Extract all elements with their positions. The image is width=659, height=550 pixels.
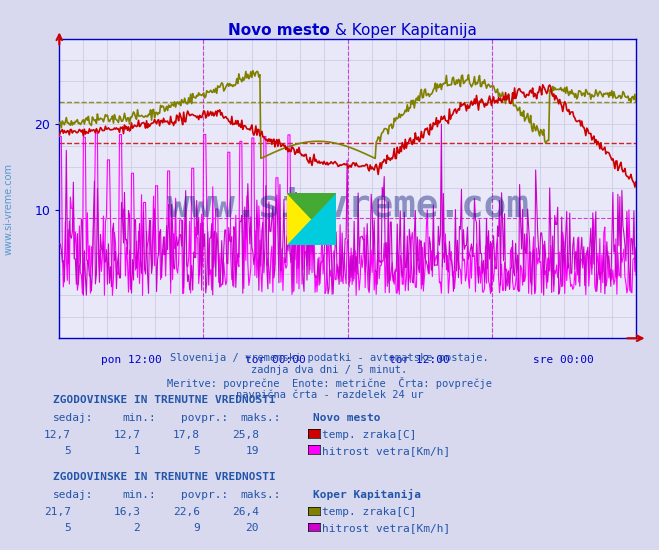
Text: 5: 5	[65, 446, 71, 456]
Text: hitrost vetra[Km/h]: hitrost vetra[Km/h]	[322, 446, 451, 456]
Text: pon 12:00: pon 12:00	[101, 355, 161, 365]
Text: temp. zraka[C]: temp. zraka[C]	[322, 507, 416, 518]
Text: Novo mesto: Novo mesto	[228, 23, 330, 38]
Text: www.si-vreme.com: www.si-vreme.com	[167, 188, 529, 224]
Text: tor 12:00: tor 12:00	[389, 355, 450, 365]
Text: navpična črta - razdelek 24 ur: navpična črta - razdelek 24 ur	[236, 389, 423, 400]
Text: 26,4: 26,4	[232, 507, 259, 518]
Text: 12,7: 12,7	[44, 430, 71, 440]
Text: maks.:: maks.:	[241, 490, 281, 500]
Text: povpr.:: povpr.:	[181, 490, 229, 500]
Text: zadnja dva dni / 5 minut.: zadnja dva dni / 5 minut.	[251, 365, 408, 375]
Text: 17,8: 17,8	[173, 430, 200, 440]
Text: povpr.:: povpr.:	[181, 412, 229, 423]
Text: min.:: min.:	[122, 412, 156, 423]
Text: temp. zraka[C]: temp. zraka[C]	[322, 430, 416, 440]
Text: sedaj:: sedaj:	[53, 412, 93, 423]
Text: 2: 2	[134, 523, 140, 534]
Text: maks.:: maks.:	[241, 412, 281, 423]
Text: hitrost vetra[Km/h]: hitrost vetra[Km/h]	[322, 523, 451, 534]
Text: min.:: min.:	[122, 490, 156, 500]
Text: Novo mesto: Novo mesto	[313, 412, 380, 423]
Text: 12,7: 12,7	[113, 430, 140, 440]
Text: & Koper Kapitanija: & Koper Kapitanija	[330, 23, 476, 38]
Text: 1: 1	[134, 446, 140, 456]
Text: 9: 9	[193, 523, 200, 534]
Text: sedaj:: sedaj:	[53, 490, 93, 500]
Text: 5: 5	[193, 446, 200, 456]
Text: Slovenija / vremenski podatki - avtomatske postaje.: Slovenija / vremenski podatki - avtomats…	[170, 353, 489, 363]
Text: 20: 20	[246, 523, 259, 534]
Polygon shape	[287, 192, 336, 218]
Text: sre 00:00: sre 00:00	[534, 355, 594, 365]
Text: Koper Kapitanija: Koper Kapitanija	[313, 490, 421, 500]
Text: 19: 19	[246, 446, 259, 456]
Text: Meritve: povprečne  Enote: metrične  Črta: povprečje: Meritve: povprečne Enote: metrične Črta:…	[167, 377, 492, 389]
Text: tor 00:00: tor 00:00	[245, 355, 306, 365]
Text: www.si-vreme.com: www.si-vreme.com	[4, 163, 14, 255]
Text: 21,7: 21,7	[44, 507, 71, 518]
Text: 5: 5	[65, 523, 71, 534]
Text: 16,3: 16,3	[113, 507, 140, 518]
Text: ZGODOVINSKE IN TRENUTNE VREDNOSTI: ZGODOVINSKE IN TRENUTNE VREDNOSTI	[53, 472, 275, 482]
Text: ZGODOVINSKE IN TRENUTNE VREDNOSTI: ZGODOVINSKE IN TRENUTNE VREDNOSTI	[53, 394, 275, 405]
Text: 25,8: 25,8	[232, 430, 259, 440]
Polygon shape	[287, 192, 336, 245]
Text: 22,6: 22,6	[173, 507, 200, 518]
